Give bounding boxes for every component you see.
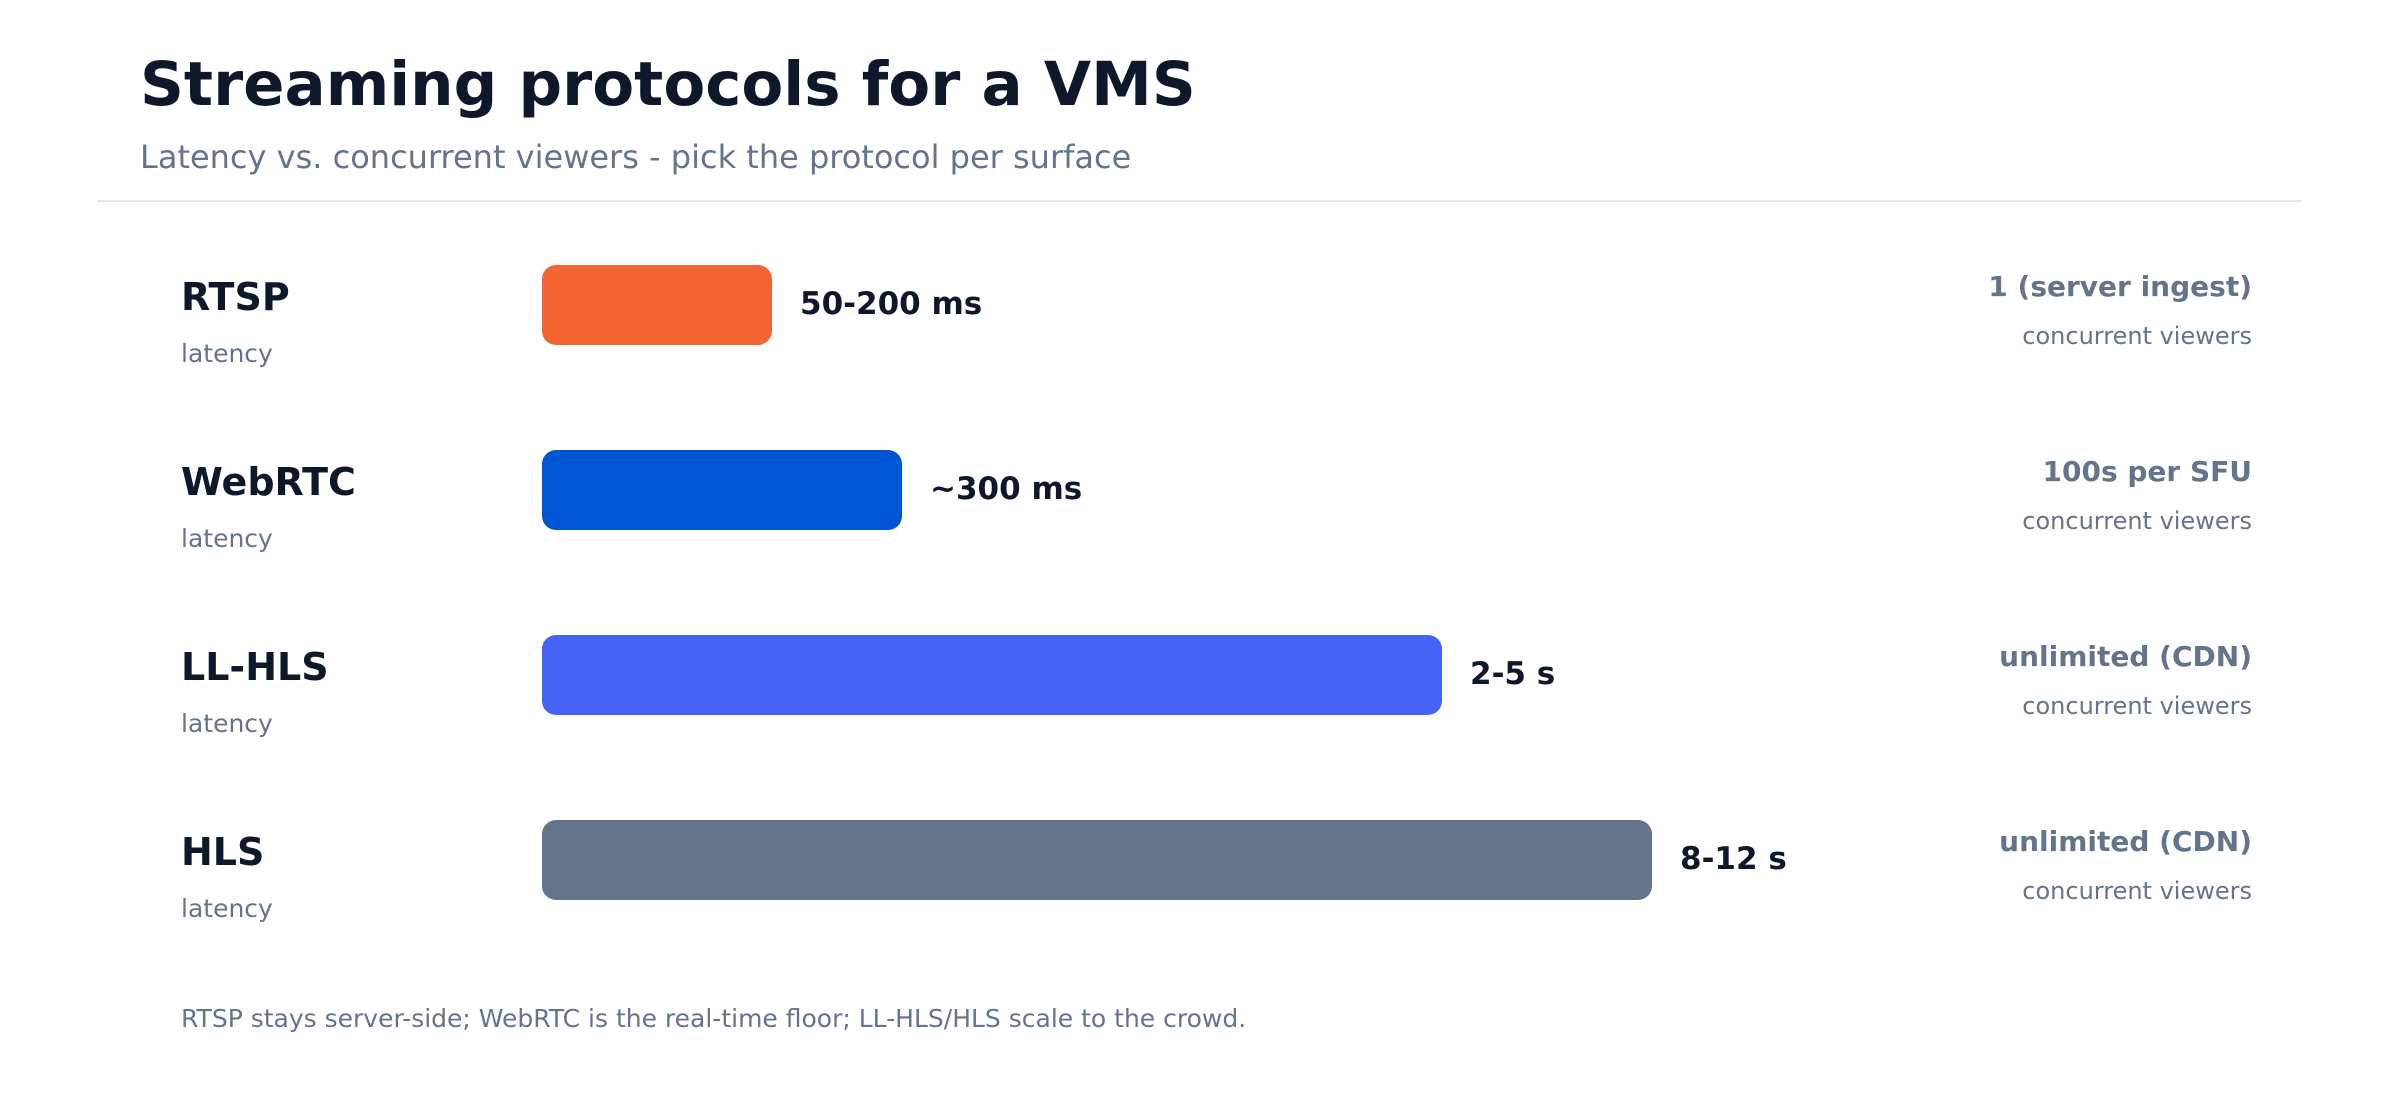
viewers-value: unlimited (CDN) — [1999, 825, 2252, 858]
latency-value-label: ~300 ms — [930, 471, 1083, 507]
viewers-caption: concurrent viewers — [2022, 877, 2252, 905]
latency-bar — [542, 635, 1442, 715]
viewers-caption: concurrent viewers — [2022, 507, 2252, 535]
chart-title: Streaming protocols for a VMS — [140, 49, 1196, 120]
viewers-caption: concurrent viewers — [2022, 692, 2252, 720]
latency-caption: latency — [181, 709, 273, 738]
latency-value-label: 50-200 ms — [800, 286, 983, 322]
chart-subtitle: Latency vs. concurrent viewers - pick th… — [140, 138, 1132, 176]
protocol-name: LL-HLS — [181, 645, 329, 689]
latency-bar — [542, 265, 772, 345]
protocol-row: HLS latency 8-12 s unlimited (CDN) concurren… — [0, 820, 2400, 960]
protocol-name: HLS — [181, 830, 265, 874]
protocol-row: WebRTC latency ~300 ms 100s per SFU concurre… — [0, 450, 2400, 590]
protocol-name: WebRTC — [181, 460, 356, 504]
protocol-row: RTSP latency 50-200 ms 1 (server ingest) con… — [0, 265, 2400, 405]
latency-bar — [542, 820, 1652, 900]
latency-caption: latency — [181, 339, 273, 368]
viewers-caption: concurrent viewers — [2022, 322, 2252, 350]
latency-value-label: 2-5 s — [1470, 656, 1556, 692]
protocol-name: RTSP — [181, 275, 290, 319]
protocol-row: LL-HLS latency 2-5 s unlimited (CDN) concurr… — [0, 635, 2400, 775]
latency-bar — [542, 450, 902, 530]
viewers-value: 1 (server ingest) — [1988, 270, 2252, 303]
chart-footnote: RTSP stays server-side; WebRTC is the re… — [181, 1004, 1247, 1033]
viewers-value: 100s per SFU — [2042, 455, 2252, 488]
latency-caption: latency — [181, 894, 273, 923]
header-divider — [97, 200, 2302, 202]
latency-value-label: 8-12 s — [1680, 841, 1787, 877]
latency-caption: latency — [181, 524, 273, 553]
viewers-value: unlimited (CDN) — [1999, 640, 2252, 673]
